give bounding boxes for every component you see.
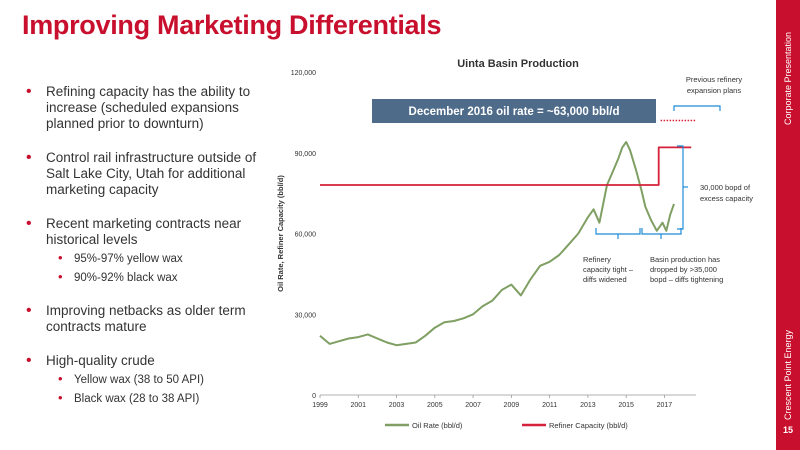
slide-title: Improving Marketing Differentials [22, 10, 442, 40]
legend-refiner-capacity-label: Refiner Capacity (bbl/d) [549, 421, 628, 430]
bullet-crude: High-quality crude [26, 353, 276, 369]
excess-capacity-bracket [677, 145, 684, 230]
x-tick-label: 2011 [542, 402, 557, 409]
sub-bullet-yellow-wax-pct: 95%-97% yellow wax [26, 251, 276, 266]
refinery-tight-label: Refinery [583, 255, 611, 264]
bullet-rail: Control rail infrastructure outside of S… [26, 150, 276, 198]
previous-expansion-label: Previous refinery [686, 75, 743, 84]
refinery-tight-label-3: diffs widened [583, 275, 627, 284]
page-number: 15 [782, 425, 793, 435]
excess-capacity-label: 30,000 bopd of [700, 183, 751, 192]
crescent-logo-icon [784, 290, 790, 302]
refinery-tight-label-2: capacity tight – [583, 265, 634, 274]
basin-dropped-label-2: dropped by >35,000 [650, 265, 717, 274]
bullet-netbacks: Improving netbacks as older term contrac… [26, 303, 276, 335]
basin-dropped-label: Basin production has [650, 255, 720, 264]
basin-dropped-bracket [641, 228, 682, 235]
y-axis-label: Oil Rate, Refiner Capacity (bbl/d) [276, 175, 285, 292]
x-tick-label: 2017 [657, 402, 673, 409]
oil-rate-annotation-box [372, 99, 656, 123]
chart-title: Uinta Basin Production [457, 58, 579, 70]
bullet-list: Refining capacity has the ability to inc… [26, 84, 276, 411]
refiner-capacity-line [320, 146, 692, 186]
sub-bullet-black-wax-pct: 90%-92% black wax [26, 270, 276, 285]
oil-rate-annotation-text: December 2016 oil rate = ~63,000 bbl/d [409, 106, 620, 118]
bullet-contracts: Recent marketing contracts near historic… [26, 216, 276, 248]
sub-bullet-black-wax-api: Black wax (28 to 38 API) [26, 391, 276, 406]
basin-dropped-label-3: bopd – diffs tightening [650, 275, 723, 284]
x-tick-label: 2003 [389, 402, 405, 409]
sub-bullet-yellow-wax-api: Yellow wax (38 to 50 API) [26, 372, 276, 387]
company-name: Crescent Point Energy [783, 329, 793, 420]
x-tick-label: 2005 [427, 402, 443, 409]
y-tick-label: 60,000 [295, 232, 317, 239]
x-tick-label: 2013 [580, 402, 596, 409]
x-tick-label: 1999 [312, 402, 328, 409]
legend-oil-rate-label: Oil Rate (bbl/d) [412, 421, 463, 430]
brand-sidebar [776, 0, 800, 450]
x-tick-label: 2001 [350, 402, 366, 409]
y-tick-label: 30,000 [295, 312, 317, 319]
excess-capacity-label-2: excess capacity [700, 194, 753, 203]
x-tick-label: 2009 [504, 402, 520, 409]
y-tick-label: 90,000 [295, 151, 317, 158]
sidebar-title: Corporate Presentation [783, 31, 793, 125]
x-tick-label: 2015 [618, 402, 634, 409]
oil-rate-line [319, 141, 675, 347]
previous-expansion-bracket [673, 105, 721, 111]
bullet-refining: Refining capacity has the ability to inc… [26, 84, 276, 132]
refinery-tight-bracket [595, 228, 641, 235]
x-tick-label: 2007 [465, 402, 481, 409]
y-tick-label: 120,000 [291, 70, 316, 77]
y-tick-label: 0 [312, 393, 316, 400]
previous-expansion-label-2: expansion plans [687, 86, 741, 95]
